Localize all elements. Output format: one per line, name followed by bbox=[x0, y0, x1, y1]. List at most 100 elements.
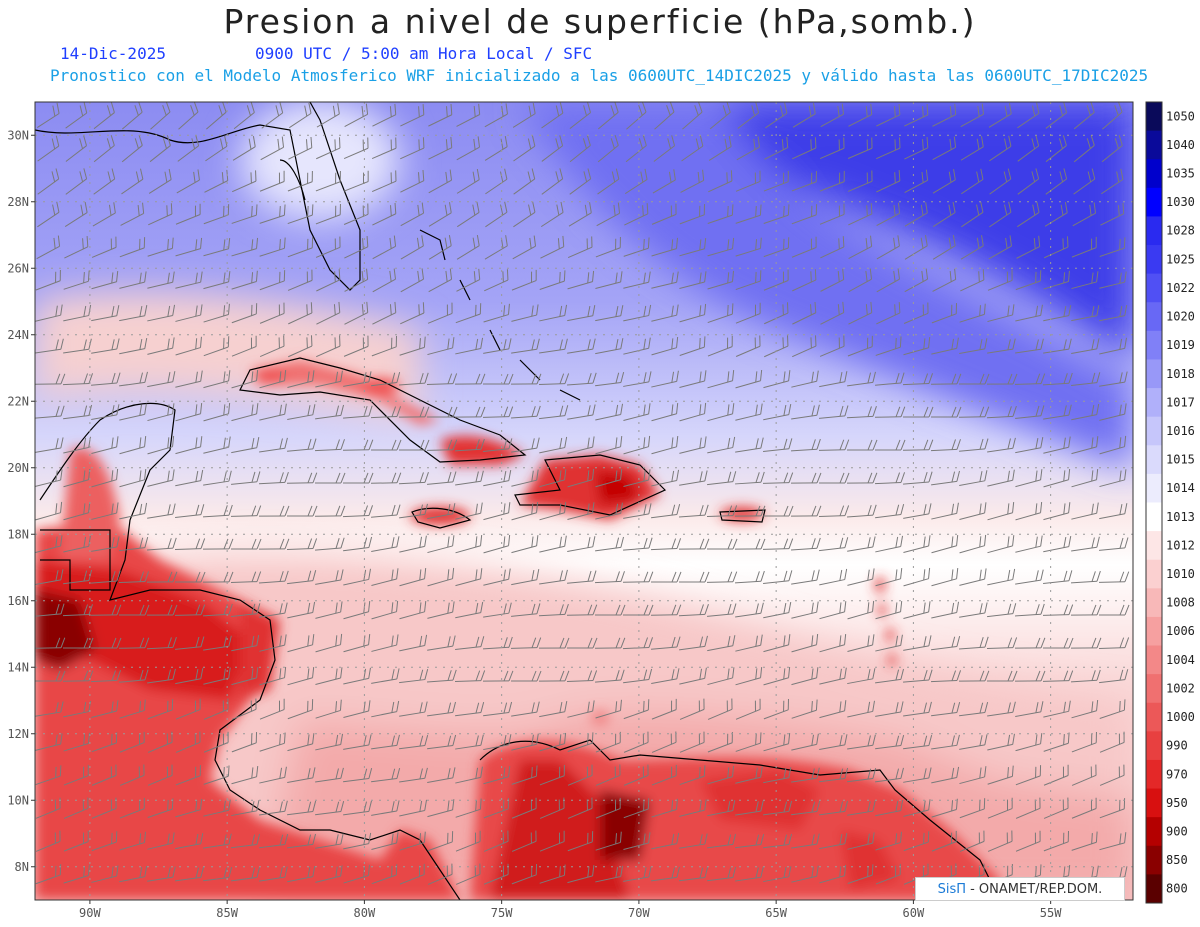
wind-barb bbox=[651, 698, 677, 720]
wind-barb bbox=[37, 201, 60, 228]
wind-barb bbox=[315, 667, 343, 685]
wind-barb bbox=[874, 439, 906, 451]
wind-barb bbox=[62, 604, 93, 617]
wind-barb bbox=[707, 866, 737, 882]
wind-barb bbox=[539, 864, 566, 884]
wind-barb bbox=[679, 765, 706, 786]
wind-barb bbox=[287, 601, 316, 619]
wind-barb bbox=[875, 503, 905, 519]
wind-barb bbox=[567, 865, 595, 884]
wind-barb bbox=[904, 268, 929, 293]
wind-barb bbox=[175, 469, 204, 487]
wind-barb bbox=[63, 270, 90, 290]
wind-barb bbox=[203, 833, 232, 849]
wind-barb bbox=[35, 338, 64, 354]
wind-barb bbox=[931, 701, 961, 717]
wind-barb bbox=[876, 268, 900, 293]
wind-barb bbox=[372, 268, 397, 293]
wind-barb bbox=[314, 472, 346, 484]
wind-barb bbox=[819, 405, 849, 419]
lon-label: 55W bbox=[1040, 906, 1062, 920]
plot-frame bbox=[34, 101, 1134, 901]
colorbar-label: 850 bbox=[1166, 853, 1188, 867]
wind-barb bbox=[119, 699, 146, 719]
wind-barb bbox=[316, 103, 340, 128]
wind-barb bbox=[679, 635, 708, 651]
wind-barb bbox=[399, 734, 429, 750]
wind-barb bbox=[118, 571, 150, 584]
wind-barb bbox=[930, 439, 961, 452]
wind-barb bbox=[150, 102, 171, 130]
wind-barb bbox=[875, 734, 905, 750]
wind-barb bbox=[1014, 670, 1046, 682]
wind-barb bbox=[455, 303, 482, 324]
wind-barb bbox=[595, 764, 621, 786]
lon-label: 80W bbox=[354, 906, 376, 920]
wind-barb bbox=[231, 403, 259, 422]
wind-barb bbox=[64, 201, 88, 227]
wind-barb bbox=[791, 667, 819, 686]
lon-label: 70W bbox=[628, 906, 650, 920]
wind-barb bbox=[147, 371, 176, 388]
wind-barb bbox=[765, 102, 788, 129]
colorbar-swatch bbox=[1146, 416, 1162, 446]
wind-barb bbox=[567, 338, 596, 354]
wind-barb bbox=[175, 764, 201, 786]
wind-barb bbox=[1043, 270, 1070, 290]
wind-barb bbox=[567, 732, 594, 752]
colorbar-label: 970 bbox=[1166, 767, 1188, 781]
wind-barb bbox=[566, 604, 598, 616]
wind-barb bbox=[315, 833, 344, 849]
wind-barb bbox=[427, 567, 455, 587]
wind-barb bbox=[398, 406, 430, 418]
wind-barb bbox=[903, 669, 933, 683]
wind-barb bbox=[206, 102, 227, 130]
wind-barb bbox=[119, 469, 147, 488]
wind-barb bbox=[286, 472, 318, 484]
wind-barb bbox=[288, 136, 313, 160]
wind-barb bbox=[119, 502, 148, 520]
wind-barb bbox=[259, 437, 288, 453]
wind-barb bbox=[1015, 569, 1044, 585]
wind-barb bbox=[175, 336, 202, 356]
wind-barb bbox=[287, 865, 316, 883]
wind-barb bbox=[734, 570, 765, 584]
wind-barb bbox=[371, 568, 399, 586]
wind-barb bbox=[288, 302, 313, 325]
colorbar-swatch bbox=[1146, 330, 1162, 360]
wind-barb bbox=[119, 669, 149, 683]
wind-barb bbox=[63, 535, 91, 553]
wind-barb bbox=[400, 169, 425, 193]
wind-barb bbox=[1070, 604, 1102, 616]
wind-barb bbox=[35, 373, 66, 385]
wind-barb bbox=[231, 800, 260, 817]
wind-barb bbox=[1098, 637, 1130, 649]
wind-barb bbox=[876, 170, 901, 193]
wind-barb bbox=[455, 830, 481, 852]
wind-barb bbox=[847, 600, 875, 620]
wind-barb bbox=[1016, 235, 1041, 259]
wind-barb bbox=[1099, 764, 1125, 786]
wind-barb bbox=[315, 767, 344, 783]
wind-barb bbox=[903, 701, 932, 717]
wind-barb bbox=[623, 435, 651, 455]
wind-barb bbox=[597, 102, 619, 130]
wind-barb bbox=[400, 137, 425, 160]
wind-barb bbox=[567, 831, 594, 852]
wind-barb bbox=[737, 102, 760, 129]
wind-barb bbox=[512, 235, 537, 260]
wind-barb bbox=[1043, 797, 1069, 819]
wind-barb bbox=[707, 667, 735, 686]
wind-barb bbox=[1071, 797, 1097, 819]
wind-barb bbox=[902, 373, 934, 386]
wind-barb bbox=[1071, 468, 1099, 488]
wind-barb bbox=[903, 471, 933, 485]
wind-barb bbox=[35, 830, 61, 852]
wind-barb bbox=[454, 373, 486, 385]
wind-barb bbox=[847, 800, 876, 816]
wind-barb bbox=[287, 438, 317, 452]
wind-barb bbox=[371, 600, 399, 620]
wind-barb bbox=[931, 601, 960, 619]
wind-barb bbox=[763, 634, 791, 653]
wind-barb bbox=[735, 698, 761, 720]
